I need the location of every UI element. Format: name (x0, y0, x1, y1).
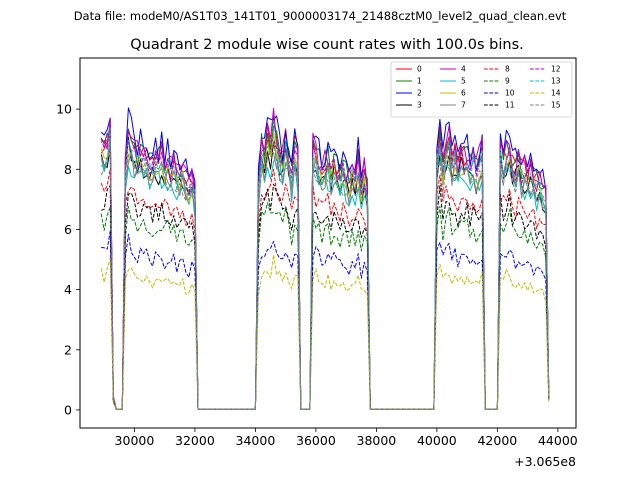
x-tick-label: 38000 (357, 433, 397, 448)
series-line-10 (101, 230, 550, 410)
legend-label-7: 7 (461, 101, 466, 110)
plot-frame (79, 57, 577, 429)
x-tick-label: 34000 (236, 433, 276, 448)
y-tick-label: 6 (64, 222, 72, 237)
series-line-9 (100, 202, 550, 410)
legend-label-15: 15 (551, 101, 561, 110)
series-layer (100, 107, 550, 410)
x-tick-label: 36000 (296, 433, 336, 448)
x-tick-label: 44000 (538, 433, 578, 448)
chart-suptitle: Data file: modeM0/AS1T03_141T01_90000031… (74, 9, 567, 23)
series-line-15 (100, 141, 550, 410)
y-tick-label: 10 (56, 102, 72, 117)
tick-layer: 30000 32000 34000 36000 38000 40000 42000 44000… (56, 102, 578, 448)
y-tick-label: 0 (64, 402, 72, 417)
series-line-11 (101, 183, 550, 410)
legend-label-11: 11 (505, 101, 515, 110)
series-line-8 (100, 168, 550, 410)
x-offset-label: +3.065e8 (514, 454, 576, 469)
x-tick-label: 30000 (115, 433, 155, 448)
legend-label-4: 4 (461, 65, 466, 74)
y-tick-label: 2 (64, 342, 72, 357)
series-line-14 (100, 254, 550, 410)
legend-label-10: 10 (505, 89, 515, 98)
legend-box (390, 61, 573, 118)
x-tick-label: 40000 (417, 433, 457, 448)
legend-label-2: 2 (417, 89, 422, 98)
chart-title: Quadrant 2 module wise count rates with … (130, 37, 524, 53)
legend-label-0: 0 (417, 65, 422, 74)
y-tick-label: 4 (64, 282, 72, 297)
legend-label-12: 12 (551, 65, 561, 74)
legend-label-3: 3 (417, 101, 422, 110)
legend-label-14: 14 (551, 89, 561, 98)
y-tick-label: 8 (64, 162, 72, 177)
x-tick-label: 32000 (175, 433, 215, 448)
legend-label-1: 1 (417, 77, 422, 86)
x-tick-label: 42000 (477, 433, 517, 448)
legend-label-5: 5 (461, 77, 466, 86)
legend-label-9: 9 (505, 77, 510, 86)
legend-label-6: 6 (461, 89, 466, 98)
series-line-12 (100, 134, 550, 410)
legend-label-13: 13 (551, 77, 561, 86)
legend-label-8: 8 (505, 65, 510, 74)
